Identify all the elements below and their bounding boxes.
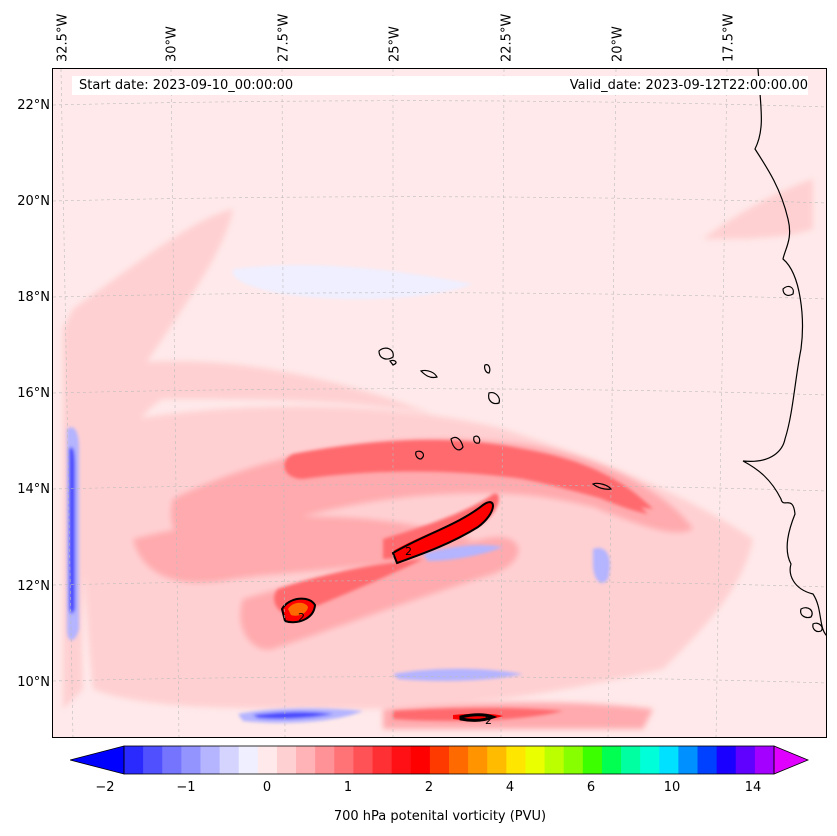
colorbar-segment bbox=[315, 746, 335, 774]
negative-pv-field bbox=[67, 264, 610, 723]
colorbar bbox=[70, 745, 810, 775]
colorbar-tick: 6 bbox=[586, 780, 596, 795]
colorbar-tick: −2 bbox=[95, 780, 115, 795]
colorbar-segment bbox=[410, 746, 431, 774]
lat-label: 14°N bbox=[17, 482, 50, 497]
colorbar-segment bbox=[716, 746, 737, 774]
lon-label: 25°W bbox=[387, 26, 403, 62]
colorbar-tick: 4 bbox=[505, 780, 515, 795]
colorbar-segment bbox=[659, 746, 679, 774]
colorbar-segment bbox=[276, 746, 297, 774]
colorbar-tick: −1 bbox=[176, 780, 196, 795]
colorbar-segment bbox=[391, 746, 412, 774]
map-panel[interactable]: 2 2 2 bbox=[52, 68, 827, 738]
lon-label: 27.5°W bbox=[276, 13, 292, 62]
colorbar-segment bbox=[735, 746, 756, 774]
contour-label: 2 bbox=[485, 714, 492, 727]
colorbar-tick: 14 bbox=[744, 780, 762, 795]
graticule bbox=[53, 69, 826, 737]
lat-label: 18°N bbox=[17, 290, 50, 305]
colorbar-tick: 2 bbox=[424, 780, 434, 795]
colorbar-segment bbox=[162, 746, 182, 774]
colorbar-segment bbox=[563, 746, 584, 774]
colorbar-segment bbox=[200, 746, 221, 774]
lat-label: 22°N bbox=[17, 98, 50, 113]
valid-date-label: Valid_date: 2023-09-12T22:00:00.00 bbox=[569, 78, 808, 93]
colorbar-arrow-left bbox=[70, 745, 125, 775]
colorbar-segment bbox=[124, 746, 144, 774]
colorbar-segment bbox=[697, 746, 718, 774]
contour-label: 2 bbox=[405, 545, 412, 558]
info-bar bbox=[72, 76, 808, 95]
lat-label: 10°N bbox=[17, 675, 50, 690]
colorbar-segment bbox=[754, 746, 775, 774]
lon-label: 32.5°W bbox=[55, 13, 71, 62]
colorbar-arrow-right bbox=[773, 745, 810, 775]
lat-label: 16°N bbox=[17, 386, 50, 401]
coastline bbox=[378, 69, 826, 636]
colorbar-label: 700 hPa potenital vorticity (PVU) bbox=[333, 809, 547, 824]
colorbar-segment bbox=[353, 746, 374, 774]
colorbar-tick: 10 bbox=[663, 780, 681, 795]
colorbar-segment bbox=[678, 746, 699, 774]
colorbar-segment bbox=[544, 746, 565, 774]
colorbar-segment bbox=[372, 746, 393, 774]
contour-label: 2 bbox=[298, 611, 305, 624]
lon-label: 22.5°W bbox=[499, 13, 515, 62]
colorbar-segment bbox=[487, 746, 507, 774]
lat-label: 20°N bbox=[17, 194, 50, 209]
colorbar-segment bbox=[238, 746, 259, 774]
colorbar-segment bbox=[334, 746, 354, 774]
colorbar-segment bbox=[219, 746, 240, 774]
lat-label: 12°N bbox=[17, 579, 50, 594]
lon-label: 17.5°W bbox=[721, 13, 737, 62]
colorbar-segment bbox=[181, 746, 201, 774]
colorbar-segment bbox=[640, 746, 660, 774]
colorbar-tick: 1 bbox=[343, 780, 353, 795]
colorbar-segment bbox=[143, 746, 163, 774]
colorbar-segment bbox=[296, 746, 316, 774]
colorbar-segment bbox=[525, 746, 546, 774]
lon-label: 20°W bbox=[610, 26, 626, 62]
start-date-label: Start date: 2023-09-10_00:00:00 bbox=[79, 78, 294, 93]
colorbar-segment bbox=[468, 746, 488, 774]
colorbar-tick: 0 bbox=[262, 780, 272, 795]
pv-contour-2 bbox=[280, 501, 498, 722]
colorbar-segment bbox=[506, 746, 526, 774]
map-canvas: 2 2 2 bbox=[53, 69, 826, 737]
colorbar-segment bbox=[429, 746, 450, 774]
colorbar-segment bbox=[449, 746, 469, 774]
colorbar-segment bbox=[601, 746, 622, 774]
colorbar-segment bbox=[621, 746, 641, 774]
colorbar-segment bbox=[257, 746, 278, 774]
lon-label: 30°W bbox=[164, 26, 180, 62]
colorbar-segment bbox=[582, 746, 603, 774]
